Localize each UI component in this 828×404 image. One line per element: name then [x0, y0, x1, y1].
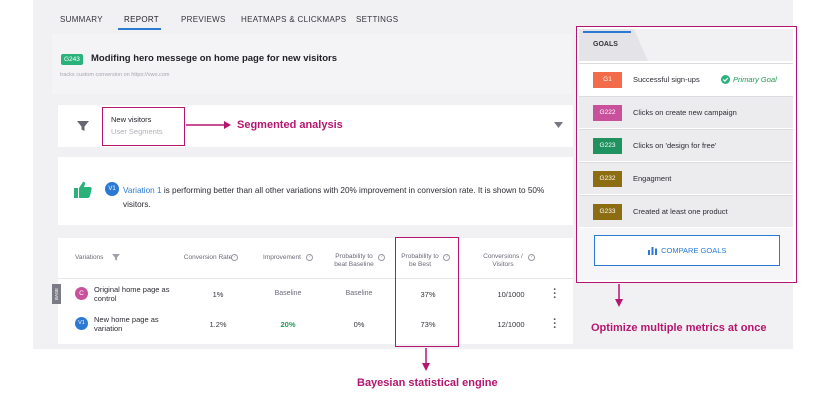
goal-row[interactable]: G232 Engagment	[579, 162, 793, 194]
goal-row[interactable]: G223 Clicks on 'design for free'	[579, 129, 793, 161]
header-prob-baseline-label: Probability to beat Baseline	[334, 253, 374, 268]
help-icon[interactable]: ?	[231, 254, 238, 261]
conversion-rate: 1%	[212, 290, 224, 299]
goals-tab-strip: GOALS	[579, 29, 793, 61]
goal-name: Successful sign-ups	[633, 75, 700, 84]
bayesian-label: Bayesian statistical engine	[357, 377, 498, 389]
goal-badge: G1	[593, 72, 622, 88]
more-options-icon[interactable]: · · ·	[553, 284, 557, 304]
header-conversions: Conversions / Visitors	[478, 253, 528, 269]
tab-previews[interactable]: PREVIEWS	[181, 15, 226, 24]
variation-name: Original home page as control	[94, 285, 170, 303]
optimize-label: Optimize multiple metrics at once	[591, 322, 767, 334]
improvement: Baseline	[274, 290, 302, 297]
campaign-id-badge: G243	[61, 54, 83, 65]
goals-footer: COMPARE GOALS	[579, 228, 793, 280]
thumbs-up-icon	[74, 181, 92, 198]
goal-name: Engagment	[633, 174, 672, 183]
bar-chart-icon	[647, 247, 657, 255]
prob-best-highlight	[395, 237, 459, 347]
help-icon[interactable]: ?	[306, 254, 313, 261]
bayesian-arrow	[422, 348, 430, 371]
variation-badge: V1	[75, 317, 88, 330]
message-text-block: Variation 1 is performing better than al…	[123, 184, 563, 212]
primary-goal-label: Primary Goal	[733, 75, 777, 84]
filter-icon[interactable]	[76, 119, 90, 133]
tab-heatmaps[interactable]: HEATMAPS & CLICKMAPS	[241, 15, 347, 24]
active-tab-indicator	[118, 28, 161, 30]
header-prob-baseline: Probability to beat Baseline	[329, 253, 379, 269]
help-icon[interactable]: ?	[528, 254, 535, 261]
segmented-analysis-label: Segmented analysis	[237, 119, 343, 131]
header-prob-best: Probability to be Best	[397, 253, 443, 269]
goal-name: Created at least one product	[633, 207, 728, 216]
goals-tab-label: GOALS	[593, 41, 618, 48]
tab-settings[interactable]: SETTINGS	[356, 15, 399, 24]
prob-best: 37%	[420, 290, 436, 299]
base-tag: BASE	[52, 284, 61, 304]
chevron-down-icon[interactable]	[554, 122, 563, 129]
help-icon[interactable]: ?	[443, 254, 450, 261]
tab-slant	[634, 29, 648, 61]
conversions-visitors: 12/1000	[497, 320, 525, 329]
goal-row[interactable]: G1 Successful sign-ups Primary Goal	[579, 63, 793, 95]
campaign-subtitle: tracks custom conversion on https://vwo.…	[60, 72, 170, 78]
compare-goals-button[interactable]: COMPARE GOALS	[594, 235, 780, 266]
goal-badge: G222	[593, 105, 622, 121]
goals-tab-indicator	[583, 31, 631, 33]
prob-baseline: Baseline	[345, 290, 373, 297]
compare-goals-label: COMPARE GOALS	[661, 246, 727, 255]
filter-small-icon[interactable]	[112, 253, 120, 261]
variation-name: New home page as variation	[94, 315, 159, 333]
performance-message: V1 Variation 1 is performing better than…	[58, 157, 573, 225]
segmented-arrow	[186, 121, 231, 129]
header-conversion-label: Conversion Rate	[183, 254, 233, 261]
goal-badge: G233	[593, 204, 622, 220]
conversions-visitors: 10/1000	[497, 290, 525, 299]
variation-badge: V1	[105, 182, 119, 196]
header-conversion-rate: Conversion Rate	[182, 254, 234, 262]
tab-report[interactable]: REPORT	[124, 15, 159, 24]
header-variations: Variations	[75, 254, 103, 262]
tab-summary[interactable]: SUMMARY	[60, 15, 103, 24]
goal-name: Clicks on create new campaign	[633, 108, 737, 117]
header-improvement: Improvement	[254, 254, 310, 262]
header-prob-best-label: Probability to be Best	[401, 253, 439, 268]
table-row[interactable]: V1 New home page as variation 1.2% 20% 0…	[58, 310, 573, 338]
header-variations-label: Variations	[75, 254, 104, 261]
table-row[interactable]: BASE C Original home page as control 1% …	[52, 280, 573, 308]
help-icon[interactable]: ?	[378, 254, 385, 261]
goal-row[interactable]: G233 Created at least one product	[579, 195, 793, 227]
message-text: is performing better than all other vari…	[123, 186, 545, 209]
prob-best: 73%	[420, 320, 436, 329]
variation-link[interactable]: Variation 1	[123, 186, 162, 195]
segment-sublabel: User Segments	[111, 127, 163, 136]
goal-name: Clicks on 'design for free'	[633, 141, 717, 150]
header-improvement-label: Improvement	[263, 254, 301, 261]
goal-row[interactable]: G222 Clicks on create new campaign	[579, 96, 793, 128]
check-circle-icon	[721, 75, 730, 84]
goals-tab[interactable]: GOALS	[579, 29, 634, 61]
more-options-icon[interactable]: · · ·	[553, 314, 557, 334]
segment-label: New visitors	[111, 115, 152, 124]
conversion-rate: 1.2%	[209, 320, 227, 329]
segment-selector[interactable]: New visitors User Segments	[102, 107, 185, 146]
header-conversions-label: Conversions / Visitors	[483, 253, 523, 268]
goal-badge: G232	[593, 171, 622, 187]
campaign-title: Modifing hero messege on home page for n…	[91, 53, 337, 64]
campaign-header: G243 Modifing hero messege on home page …	[52, 34, 572, 94]
table-divider	[58, 278, 573, 279]
control-badge: C	[75, 287, 88, 300]
prob-baseline: 0%	[353, 320, 365, 329]
improvement: 20%	[280, 320, 296, 329]
optimize-arrow	[615, 284, 623, 307]
variations-table: Variations Conversion Rate ? Improvement…	[52, 238, 573, 344]
goal-badge: G223	[593, 138, 622, 154]
tab-bar: SUMMARY REPORT PREVIEWS HEATMAPS & CLICK…	[33, 0, 578, 34]
